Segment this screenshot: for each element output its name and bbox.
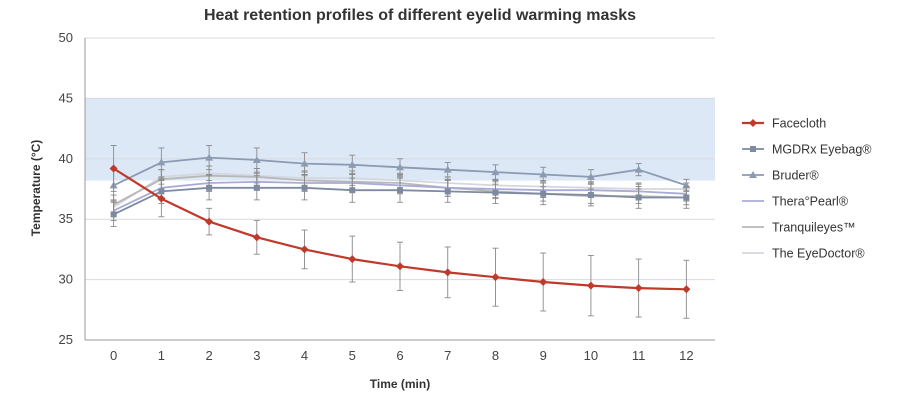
data-point-mgdrx-eyebag [253,184,260,191]
data-point-bruder [443,165,452,173]
data-point-facecloth [539,278,548,287]
data-point-facecloth [157,194,166,203]
data-point-facecloth [205,217,214,226]
x-tick-label: 3 [253,348,260,363]
x-tick-label: 8 [492,348,499,363]
x-tick-label: 4 [301,348,308,363]
x-tick-label: 10 [584,348,598,363]
x-tick-label: 2 [205,348,212,363]
y-tick-label: 35 [59,211,73,226]
y-tick-label: 50 [59,30,73,45]
data-point-bruder [491,168,500,176]
data-point-facecloth [109,164,118,173]
data-point-bruder [157,158,166,166]
data-point-facecloth [252,233,261,242]
data-point-bruder [396,163,404,171]
legend-label-facecloth: Facecloth [772,117,826,131]
x-tick-label: 5 [349,348,356,363]
data-point-mgdrx-eyebag [301,184,308,191]
y-tick-label: 25 [59,332,73,347]
legend-label-the-eyedoctor: The EyeDoctor® [772,247,865,261]
x-tick-label: 6 [396,348,403,363]
legend-marker-facecloth [749,119,757,127]
x-tick-label: 7 [444,348,451,363]
legend-marker-bruder [749,171,757,178]
legend-label-mgdrx-eyebag: MGDRx Eyebag® [772,143,872,157]
legend: Facecloth MGDRx Eyebag® Bruder® Thera°Pearl… [742,117,872,261]
data-point-bruder [205,153,214,161]
y-tick-label: 40 [59,151,73,166]
data-point-facecloth [348,255,357,264]
x-tick-label: 1 [158,348,165,363]
data-point-bruder [586,172,595,180]
y-tick-label: 30 [59,272,73,287]
data-point-mgdrx-eyebag [444,188,451,195]
x-tick-label: 9 [540,348,547,363]
legend-label-thera-pearl: Thera°Pearl® [772,195,849,209]
data-point-bruder [634,165,643,173]
x-tick-label: 11 [632,348,646,363]
data-point-mgdrx-eyebag [635,194,642,201]
data-point-facecloth [586,281,595,290]
data-point-mgdrx-eyebag [492,189,499,196]
data-point-facecloth [491,273,500,282]
data-point-bruder [252,156,261,164]
data-point-mgdrx-eyebag [683,194,690,201]
chart-title: Heat retention profiles of different eye… [204,7,636,24]
x-tick-label: 0 [110,348,117,363]
legend-label-tranquileyes: Tranquileyes™ [772,221,856,235]
data-point-facecloth [396,262,404,271]
data-point-facecloth [300,245,309,254]
data-point-mgdrx-eyebag [206,184,213,191]
data-point-bruder [539,170,548,178]
y-axis-title: Temperature (°C) [29,140,43,237]
legend-marker-mgdrx-eyebag [750,146,756,152]
legend-label-bruder: Bruder® [772,169,820,183]
data-point-bruder [300,159,309,167]
data-point-mgdrx-eyebag [540,190,547,197]
data-point-mgdrx-eyebag [110,211,117,218]
x-tick-label: 12 [679,348,693,363]
data-point-bruder [348,160,357,168]
data-point-mgdrx-eyebag [587,192,594,199]
data-point-mgdrx-eyebag [397,187,403,194]
data-point-facecloth [682,285,691,294]
data-point-facecloth [443,268,452,277]
x-axis-title: Time (min) [370,377,430,391]
y-tick-label: 45 [59,90,73,105]
data-point-mgdrx-eyebag [349,187,356,194]
data-point-facecloth [634,284,643,293]
